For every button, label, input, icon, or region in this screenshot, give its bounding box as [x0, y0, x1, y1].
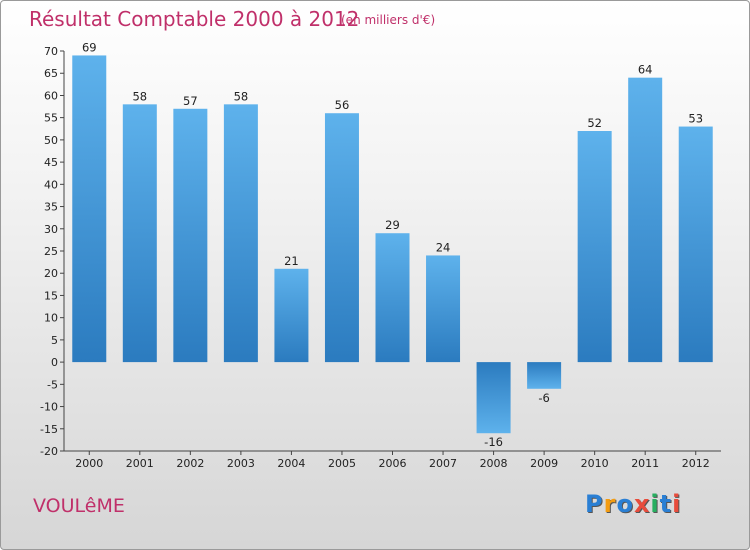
bar-2010 — [577, 131, 612, 363]
data-label-2003: 58 — [234, 89, 249, 103]
y-tick-label: 55 — [44, 112, 58, 125]
y-tick-label: 45 — [44, 156, 58, 169]
y-tick-label: 40 — [44, 178, 58, 191]
bar-2005 — [324, 113, 359, 363]
logo-letter: t — [659, 490, 673, 518]
x-tick-label: 2006 — [379, 457, 407, 470]
y-tick-label: 0 — [51, 356, 58, 369]
commune-name: VOULêME — [33, 495, 125, 517]
bar-2009 — [527, 362, 562, 389]
bar-2000 — [72, 55, 107, 363]
y-tick-label: 65 — [44, 67, 58, 80]
logo-letter: r — [603, 490, 617, 518]
y-tick-label: 30 — [44, 223, 58, 236]
y-tick-label: 60 — [44, 89, 58, 102]
y-tick-label: 70 — [44, 45, 58, 58]
bar-2003 — [223, 104, 258, 363]
logo-letter: x — [633, 490, 651, 518]
x-tick-label: 2007 — [429, 457, 457, 470]
chart-unit: (en milliers d'€) — [341, 13, 436, 27]
bar-2007 — [426, 255, 461, 363]
x-tick-label: 2009 — [530, 457, 558, 470]
axes: 7065605550454035302520151050-5-10-15-202… — [40, 45, 721, 470]
x-tick-label: 2001 — [126, 457, 154, 470]
bar-2006 — [375, 233, 410, 363]
proxiti-logo[interactable]: Proxiti — [585, 490, 681, 518]
logo-letter: i — [672, 490, 682, 518]
data-label-2009: -6 — [538, 391, 549, 405]
y-tick-label: -5 — [47, 378, 58, 391]
bar-2011 — [628, 77, 663, 363]
logo-letter: P — [585, 490, 604, 518]
bar-2004 — [274, 268, 309, 363]
y-tick-label: 50 — [44, 134, 58, 147]
x-tick-label: 2008 — [480, 457, 508, 470]
x-tick-label: 2011 — [631, 457, 659, 470]
x-tick-label: 2005 — [328, 457, 356, 470]
y-tick-label: 5 — [51, 334, 58, 347]
data-label-2001: 58 — [132, 89, 147, 103]
data-label-2000: 69 — [82, 40, 97, 54]
bar-2001 — [122, 104, 157, 363]
data-label-2011: 64 — [638, 63, 653, 77]
x-tick-label: 2012 — [682, 457, 710, 470]
y-tick-label: 15 — [44, 289, 58, 302]
y-tick-label: 10 — [44, 312, 58, 325]
data-labels: 69 58 57 58 21 56 29 24 -16 -6 52 64 53 — [82, 40, 703, 449]
bar-2002 — [173, 108, 208, 363]
bars — [72, 55, 713, 434]
data-label-2010: 52 — [587, 116, 602, 130]
y-tick-label: 25 — [44, 245, 58, 258]
x-tick-label: 2000 — [75, 457, 103, 470]
bar-2008 — [476, 362, 511, 434]
logo-letter: o — [616, 490, 634, 518]
data-label-2002: 57 — [183, 94, 198, 108]
logo-letter: i — [650, 490, 660, 518]
y-tick-label: -15 — [40, 423, 58, 436]
x-tick-label: 2010 — [581, 457, 609, 470]
data-label-2006: 29 — [385, 218, 400, 232]
y-tick-label: -10 — [40, 401, 58, 414]
bar-2012 — [678, 126, 713, 363]
chart-title: Résultat Comptable 2000 à 2012 — [29, 7, 360, 31]
data-label-2012: 53 — [688, 112, 703, 126]
data-label-2004: 21 — [284, 254, 299, 268]
x-tick-label: 2003 — [227, 457, 255, 470]
y-tick-label: 20 — [44, 267, 58, 280]
y-tick-label: 35 — [44, 201, 58, 214]
x-tick-label: 2002 — [176, 457, 204, 470]
y-tick-label: -20 — [40, 445, 58, 458]
data-label-2008: -16 — [484, 435, 503, 449]
data-label-2007: 24 — [436, 240, 451, 254]
x-tick-label: 2004 — [277, 457, 305, 470]
data-label-2005: 56 — [335, 98, 350, 112]
